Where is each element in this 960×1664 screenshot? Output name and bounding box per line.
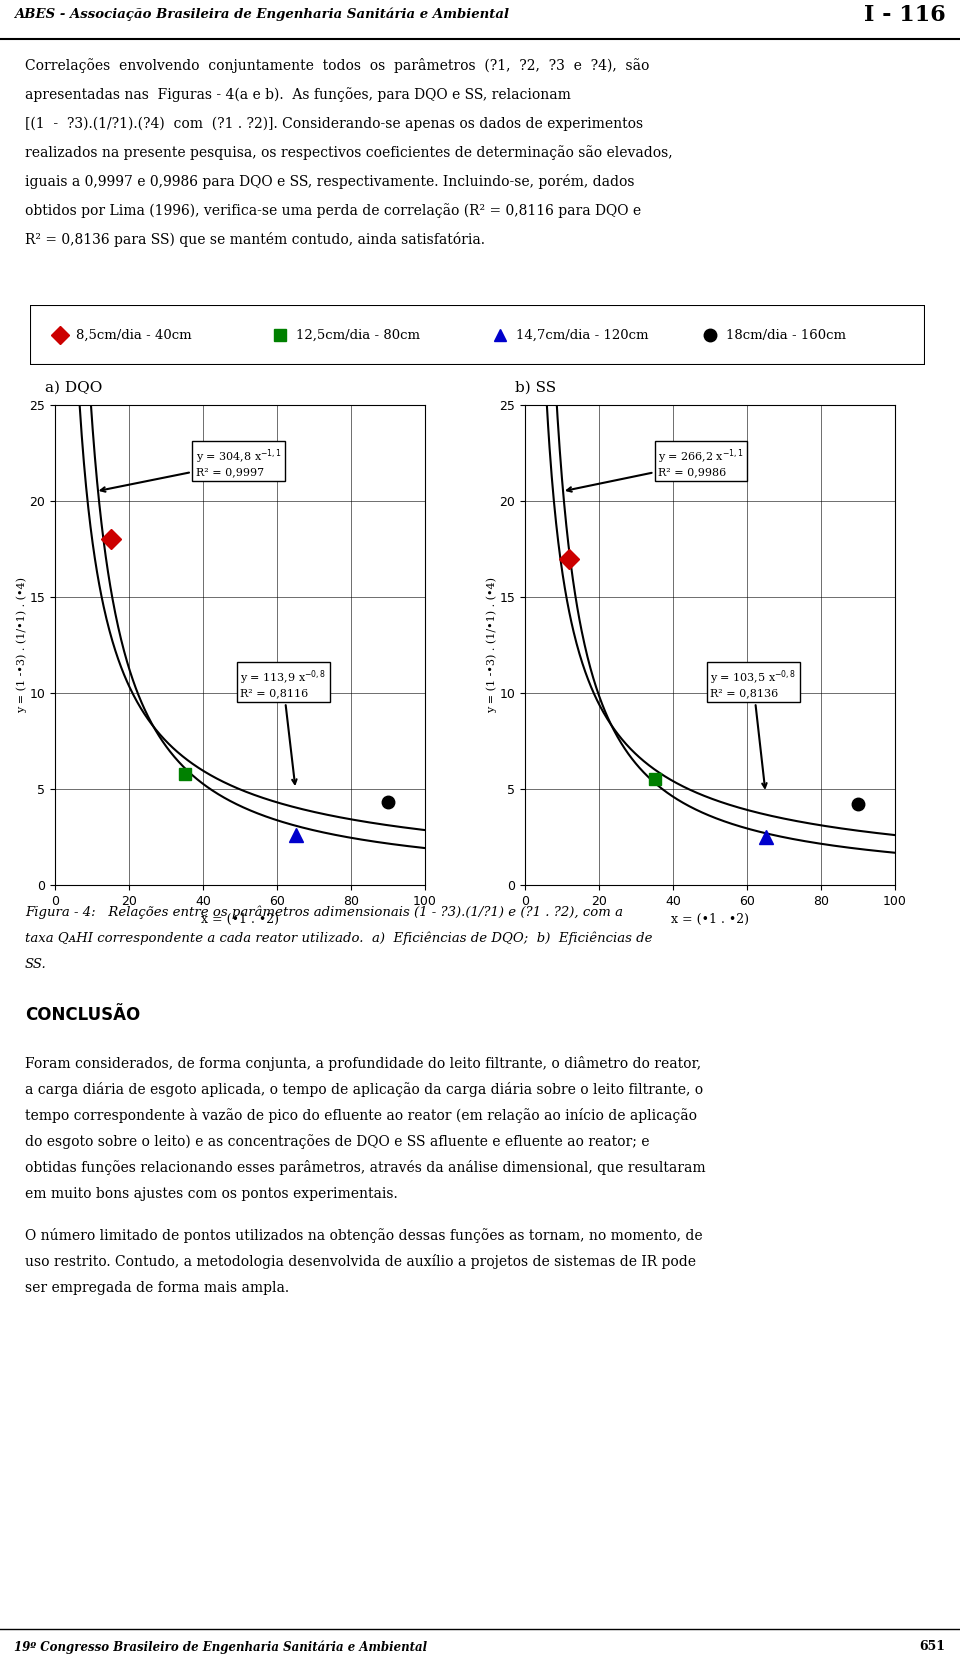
Text: 12,5cm/dia - 80cm: 12,5cm/dia - 80cm	[296, 328, 420, 341]
Text: uso restrito. Contudo, a metodologia desenvolvida de auxílio a projetos de siste: uso restrito. Contudo, a metodologia des…	[25, 1255, 696, 1270]
X-axis label: x = (•1 . •2): x = (•1 . •2)	[671, 914, 749, 927]
Text: b) SS: b) SS	[515, 381, 556, 394]
Text: do esgoto sobre o leito) e as concentrações de DQO e SS afluente e efluente ao r: do esgoto sobre o leito) e as concentraç…	[25, 1135, 650, 1150]
Text: 14,7cm/dia - 120cm: 14,7cm/dia - 120cm	[516, 328, 649, 341]
Text: ABES - Associação Brasileira de Engenharia Sanitária e Ambiental: ABES - Associação Brasileira de Engenhar…	[14, 8, 510, 22]
Text: 651: 651	[920, 1641, 946, 1654]
Y-axis label: y = (1 -•3) . (1/•1) . (•4): y = (1 -•3) . (1/•1) . (•4)	[486, 577, 496, 712]
Text: 18cm/dia - 160cm: 18cm/dia - 160cm	[726, 328, 846, 341]
Text: y = 266,2 x$^{-1,1}$
R² = 0,9986: y = 266,2 x$^{-1,1}$ R² = 0,9986	[567, 448, 744, 491]
Text: 8,5cm/dia - 40cm: 8,5cm/dia - 40cm	[76, 328, 192, 341]
Text: apresentadas nas  Figuras - 4(a e b).  As funções, para DQO e SS, relacionam: apresentadas nas Figuras - 4(a e b). As …	[25, 87, 571, 102]
Text: [(1  -  ?3).(1/?1).(?4)  com  (?1 . ?2)]. Considerando-se apenas os dados de exp: [(1 - ?3).(1/?1).(?4) com (?1 . ?2)]. Co…	[25, 116, 643, 131]
Text: a) DQO: a) DQO	[45, 381, 103, 394]
Text: CONCLUSÃO: CONCLUSÃO	[25, 1007, 140, 1023]
Text: taxa QᴀHI correspondente a cada reator utilizado.  a)  Eficiências de DQO;  b)  : taxa QᴀHI correspondente a cada reator u…	[25, 932, 653, 945]
Text: R² = 0,8136 para SS) que se mantém contudo, ainda satisfatória.: R² = 0,8136 para SS) que se mantém contu…	[25, 231, 485, 246]
Text: tempo correspondente à vazão de pico do efluente ao reator (em relação ao início: tempo correspondente à vazão de pico do …	[25, 1108, 697, 1123]
Text: Figura - 4:   Relações entre os parâmetros adimensionais (1 - ?3).(1/?1) e (?1 .: Figura - 4: Relações entre os parâmetros…	[25, 905, 623, 919]
Text: 19º Congresso Brasileiro de Engenharia Sanitária e Ambiental: 19º Congresso Brasileiro de Engenharia S…	[14, 1641, 427, 1654]
Text: I - 116: I - 116	[864, 3, 946, 25]
Text: ser empregada de forma mais ampla.: ser empregada de forma mais ampla.	[25, 1281, 289, 1295]
Text: Correlações  envolvendo  conjuntamente  todos  os  parâmetros  (?1,  ?2,  ?3  e : Correlações envolvendo conjuntamente tod…	[25, 58, 649, 73]
Text: obtidos por Lima (1996), verifica-se uma perda de correlação (R² = 0,8116 para D: obtidos por Lima (1996), verifica-se uma…	[25, 203, 641, 218]
Text: realizados na presente pesquisa, os respectivos coeficientes de determinação são: realizados na presente pesquisa, os resp…	[25, 145, 673, 160]
Text: obtidas funções relacionando esses parâmetros, através da análise dimensional, q: obtidas funções relacionando esses parâm…	[25, 1160, 706, 1175]
Text: iguais a 0,9997 e 0,9986 para DQO e SS, respectivamente. Incluindo-se, porém, da: iguais a 0,9997 e 0,9986 para DQO e SS, …	[25, 175, 635, 190]
Y-axis label: y = (1 -•3) . (1/•1) . (•4): y = (1 -•3) . (1/•1) . (•4)	[16, 577, 27, 712]
Text: em muito bons ajustes com os pontos experimentais.: em muito bons ajustes com os pontos expe…	[25, 1186, 397, 1201]
Text: y = 113,9 x$^{-0,8}$
R² = 0,8116: y = 113,9 x$^{-0,8}$ R² = 0,8116	[240, 669, 326, 784]
Text: SS.: SS.	[25, 958, 47, 972]
Text: a carga diária de esgoto aplicada, o tempo de aplicação da carga diária sobre o : a carga diária de esgoto aplicada, o tem…	[25, 1082, 703, 1097]
Text: Foram considerados, de forma conjunta, a profundidade do leito filtrante, o diâm: Foram considerados, de forma conjunta, a…	[25, 1057, 701, 1072]
Text: y = 304,8 x$^{-1,1}$
R² = 0,9997: y = 304,8 x$^{-1,1}$ R² = 0,9997	[101, 448, 282, 491]
Text: O número limitado de pontos utilizados na obtenção dessas funções as tornam, no : O número limitado de pontos utilizados n…	[25, 1228, 703, 1243]
Text: y = 103,5 x$^{-0,8}$
R² = 0,8136: y = 103,5 x$^{-0,8}$ R² = 0,8136	[710, 669, 796, 787]
X-axis label: x = (•1 . •2): x = (•1 . •2)	[201, 914, 279, 927]
